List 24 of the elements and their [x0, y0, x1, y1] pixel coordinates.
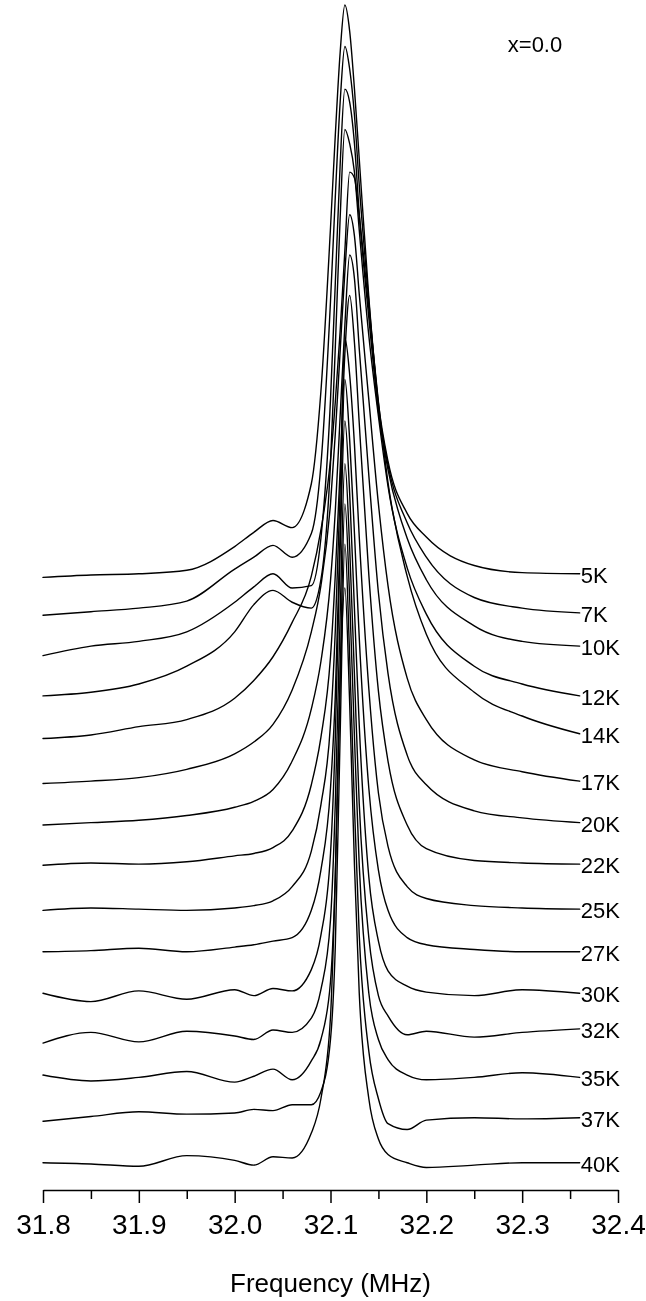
x-tick-label: 31.8	[16, 1209, 71, 1240]
x-tick-label: 32.3	[495, 1209, 550, 1240]
x-tick-label: 32.1	[303, 1209, 359, 1240]
series-label: 14K	[580, 722, 621, 748]
x-tick-label: 32.2	[399, 1209, 455, 1240]
series-label: 7K	[580, 601, 608, 627]
series-label: 32K	[580, 1017, 621, 1043]
annotation: x=0.0	[507, 32, 563, 57]
series-label: 5K	[580, 562, 608, 588]
series-label: 37K	[580, 1106, 621, 1132]
series-label: 35K	[580, 1066, 621, 1092]
series-label: 17K	[580, 770, 621, 796]
series-label: 27K	[580, 940, 621, 966]
series-label: 20K	[580, 811, 621, 837]
x-tick-label: 32.4	[591, 1209, 646, 1240]
x-tick-label: 31.9	[112, 1209, 167, 1240]
series-label: 25K	[580, 898, 621, 924]
x-axis-title: Frequency (MHz)	[230, 1268, 431, 1298]
series-label: 10K	[580, 635, 621, 661]
series-label: 12K	[580, 684, 621, 710]
x-tick-label: 32.0	[207, 1209, 263, 1240]
series-label: 40K	[580, 1151, 621, 1177]
series-label: 22K	[580, 853, 621, 879]
series-label: 30K	[580, 982, 621, 1008]
